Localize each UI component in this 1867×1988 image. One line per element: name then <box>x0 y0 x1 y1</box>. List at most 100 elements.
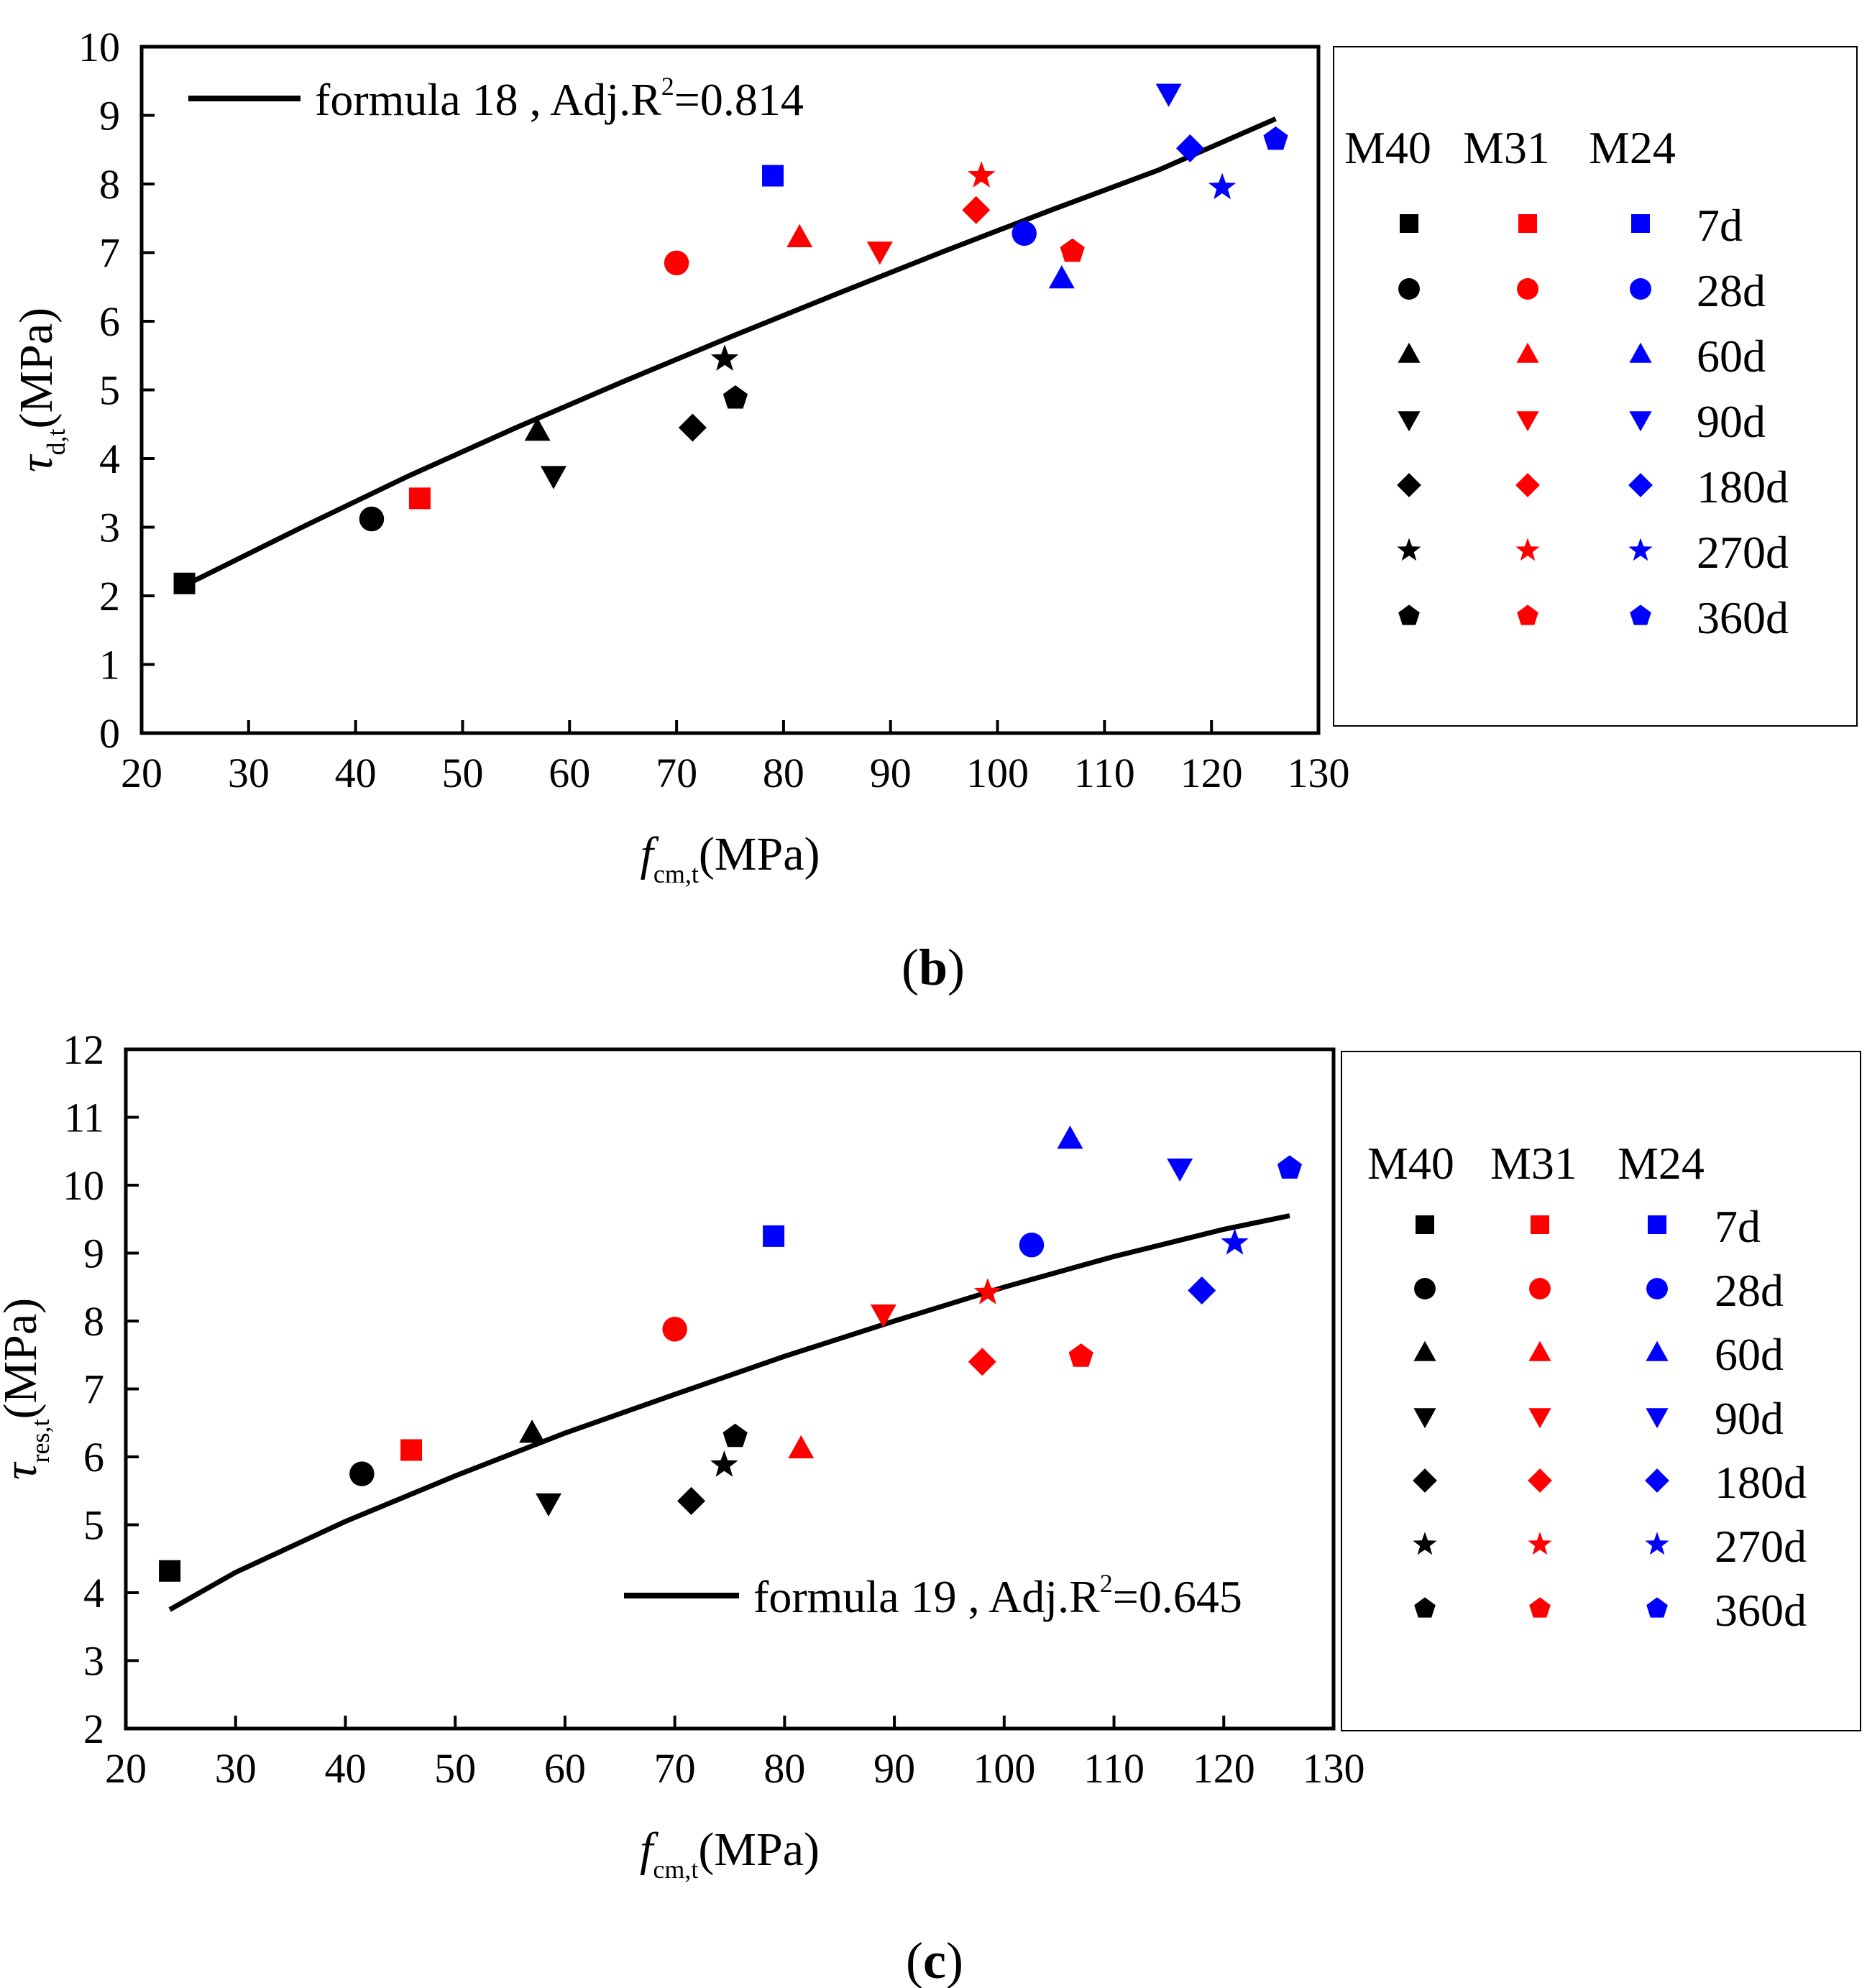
y-tick-label: 10 <box>78 24 120 70</box>
y-tick-label: 3 <box>99 505 120 551</box>
legend-marker-M31-7d <box>1531 1215 1549 1234</box>
chart-panel-b: 20 30 40 50 60 70 80 90 100 110 120 130 0 1 2 3 4 5 6 7 8 9 10… <box>10 24 1858 996</box>
data-point-M24-60d <box>1057 1125 1083 1149</box>
legend-marker-M40-360d <box>1414 1597 1436 1618</box>
data-point-M40-7d <box>159 1560 181 1582</box>
x-tick-label: 40 <box>324 1745 366 1792</box>
y-tick-label: 5 <box>99 367 120 414</box>
legend-marker-M24-28d <box>1630 278 1651 300</box>
y-axis-label: τd,t(MPa) <box>10 308 70 472</box>
y-tick-label: 7 <box>83 1366 104 1413</box>
data-point-M24-90d <box>1167 1158 1193 1182</box>
data-point-M24-60d <box>1048 265 1075 289</box>
legend-label-90d: 90d <box>1697 396 1766 447</box>
data-point-M31-60d <box>786 224 813 247</box>
x-tick-label: 40 <box>335 750 377 796</box>
x-tick-label: 70 <box>654 1745 696 1792</box>
y-axis-label: τres,t(MPa) <box>0 1298 55 1480</box>
legend-box <box>1333 46 1858 727</box>
legend-marker-M24-180d <box>1645 1468 1669 1493</box>
legend-marker-M24-360d <box>1630 604 1651 625</box>
legend-marker-M24-270d <box>1628 538 1653 561</box>
y-tick-label: 2 <box>99 573 120 620</box>
legend-marker-M40-360d <box>1398 604 1420 625</box>
legend-marker-M31-270d <box>1528 1532 1552 1555</box>
y-tick-label: 8 <box>99 161 120 208</box>
legend-marker-M40-7d <box>1416 1215 1434 1234</box>
x-tick-label: 110 <box>1074 750 1135 796</box>
data-point-M31-7d <box>408 487 431 510</box>
legend-header-M31: M31 <box>1490 1138 1577 1189</box>
y-tick-label: 5 <box>83 1502 104 1549</box>
legend-marker-M40-28d <box>1414 1278 1436 1299</box>
y-tick-label: 12 <box>63 1026 104 1073</box>
data-point-M24-28d <box>1012 221 1037 247</box>
y-tick-label: 4 <box>83 1570 104 1616</box>
legend-box <box>1341 1051 1861 1731</box>
y-tick-label: 6 <box>83 1434 104 1481</box>
legend-marker-M31-7d <box>1518 214 1537 233</box>
legend-label-28d: 28d <box>1715 1265 1784 1316</box>
legend-marker-M40-90d <box>1398 411 1421 432</box>
fit-line <box>183 116 1277 588</box>
data-point-M40-180d <box>678 413 707 442</box>
legend-label-28d: 28d <box>1697 265 1766 316</box>
legend-marker-M31-60d <box>1516 342 1539 363</box>
x-tick-label: 60 <box>544 1745 586 1792</box>
legend-label-90d: 90d <box>1715 1393 1784 1444</box>
x-axis-label: fcm,t(MPa) <box>641 828 820 888</box>
legend-marker-M24-60d <box>1629 342 1652 363</box>
legend-header-M40: M40 <box>1344 122 1431 173</box>
data-point-M40-270d <box>710 1450 738 1477</box>
fit-line <box>168 1213 1290 1612</box>
legend-header-M40: M40 <box>1367 1138 1454 1189</box>
data-point-M31-90d <box>870 1304 896 1328</box>
x-tick-label: 20 <box>121 750 162 796</box>
data-point-M24-7d <box>762 165 784 187</box>
legend-marker-M31-90d <box>1516 411 1539 432</box>
legend-marker-M31-28d <box>1529 1278 1551 1299</box>
data-point-M40-7d <box>173 572 196 594</box>
data-point-M31-360d <box>1060 238 1085 262</box>
legend-marker-M40-7d <box>1400 214 1418 233</box>
chart-panel-c: 20 30 40 50 60 70 80 90 100 110 120 130 2 3 4 5 6 7 8 9 10 11… <box>0 1026 1861 1988</box>
legend-label-270d: 270d <box>1697 527 1789 578</box>
fit-legend-label: formula 18 , Adj.R2=0.814 <box>315 72 804 125</box>
legend-marker-M24-60d <box>1646 1340 1669 1361</box>
x-tick-label: 120 <box>1193 1745 1255 1792</box>
legend-label-7d: 7d <box>1715 1201 1761 1252</box>
data-point-M24-270d <box>1221 1228 1249 1255</box>
legend-marker-M24-90d <box>1646 1408 1669 1429</box>
data-point-M40-28d <box>359 506 385 532</box>
x-tick-label: 70 <box>656 750 697 796</box>
data-point-M31-360d <box>1068 1343 1093 1367</box>
x-tick-label: 130 <box>1288 750 1350 796</box>
data-point-M40-60d <box>519 1419 546 1443</box>
x-tick-label: 60 <box>549 750 590 796</box>
data-point-M24-360d <box>1277 1155 1302 1179</box>
x-tick-label: 130 <box>1303 1745 1365 1792</box>
x-tick-label: 90 <box>870 750 912 796</box>
data-point-M31-28d <box>664 250 689 276</box>
x-tick-label: 120 <box>1180 750 1243 796</box>
legend-label-360d: 360d <box>1697 592 1789 643</box>
panel-caption: (b) <box>902 939 965 996</box>
data-point-M40-270d <box>710 344 739 371</box>
data-point-M31-270d <box>968 161 996 188</box>
legend-marker-M40-60d <box>1413 1340 1436 1361</box>
legend-marker-M31-90d <box>1528 1408 1551 1429</box>
legend-marker-M31-180d <box>1515 473 1540 497</box>
legend-label-60d: 60d <box>1715 1329 1784 1380</box>
data-point-M24-360d <box>1263 126 1288 150</box>
y-tick-label: 9 <box>99 93 120 139</box>
legend-marker-M24-360d <box>1646 1597 1668 1618</box>
legend-label-180d: 180d <box>1697 461 1789 512</box>
legend-marker-M40-270d <box>1397 538 1421 561</box>
data-point-M31-180d <box>962 195 991 224</box>
x-tick-label: 50 <box>441 750 483 796</box>
y-tick-label: 10 <box>63 1162 104 1209</box>
legend-marker-M24-7d <box>1648 1215 1666 1234</box>
legend-marker-M40-270d <box>1413 1532 1437 1555</box>
legend-label-180d: 180d <box>1715 1457 1807 1508</box>
y-tick-label: 2 <box>83 1706 104 1752</box>
